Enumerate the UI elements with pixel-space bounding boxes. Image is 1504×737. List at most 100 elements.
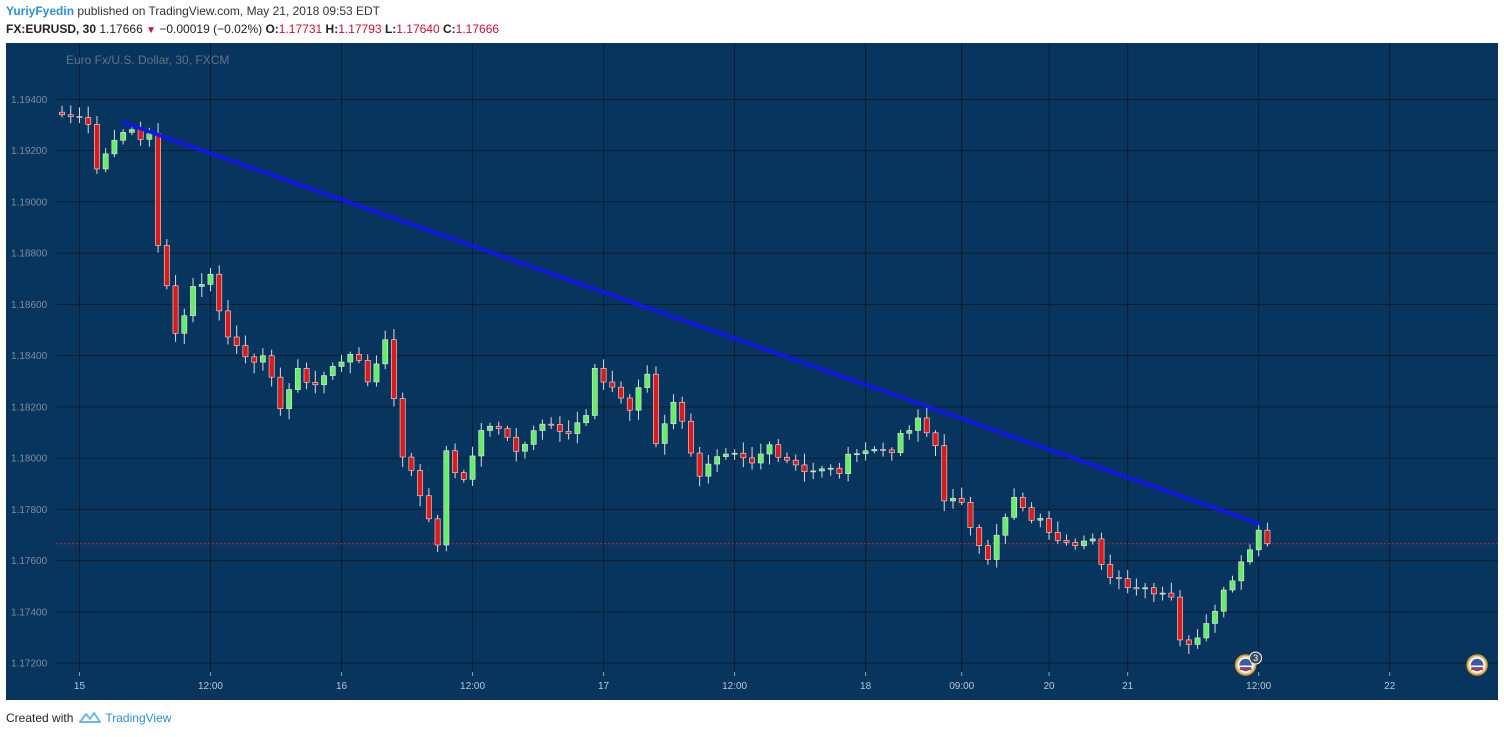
candle-up [1247, 549, 1253, 563]
time-tick-label: 20 [1043, 681, 1055, 692]
price-tick-label: 1.19000 [11, 197, 48, 208]
grid-lines [56, 43, 1498, 672]
candle-down [85, 117, 92, 125]
candle-down [225, 310, 231, 338]
candle-down [1107, 564, 1114, 578]
candle-up [347, 354, 354, 363]
footer: Created with TradingView [6, 711, 171, 727]
candle-down [163, 245, 170, 287]
candle-down [801, 464, 808, 473]
candle-up [705, 463, 712, 477]
created-with-text: Created with [6, 711, 74, 726]
price-tick-label: 1.18000 [11, 454, 48, 465]
time-tick-label: 15 [74, 681, 86, 692]
candle-down [277, 376, 284, 410]
candle-up [111, 140, 118, 155]
candle-up [993, 534, 1000, 560]
candle-up [128, 129, 135, 133]
time-tick-label: 21 [1122, 681, 1134, 692]
price-tick-label: 1.18200 [11, 402, 48, 413]
published-text: published on TradingView.com, May 21, 20… [77, 4, 381, 18]
candle-up [1212, 610, 1218, 624]
candle-up [819, 468, 825, 472]
candle-down [76, 116, 83, 118]
candle-down [749, 457, 755, 464]
candle-up [827, 467, 834, 470]
last-price: 1.17666 [99, 22, 143, 36]
candle-down [565, 431, 572, 434]
candles [59, 105, 1271, 655]
candle-up [1203, 623, 1210, 639]
candle-up [181, 315, 188, 334]
candle-up [574, 422, 581, 434]
candle-down [679, 401, 686, 422]
candle-down [242, 345, 249, 358]
candle-up [329, 366, 336, 376]
candle-up [810, 470, 817, 473]
candle-up [897, 432, 904, 453]
candle-up [1002, 517, 1009, 536]
candle-down [1124, 578, 1131, 588]
candle-down [155, 133, 161, 246]
candle-down [1054, 532, 1061, 541]
event-count: 3 [1253, 653, 1258, 663]
price-axis-ticks: 1.19400 1.19200 1.19000 1.18800 1.18600 1.184… [11, 95, 48, 670]
time-tick-label: 17 [598, 681, 610, 692]
candle-down [1150, 587, 1157, 595]
candle-up [190, 286, 196, 316]
candle-up [146, 133, 153, 140]
candle-up [722, 453, 729, 457]
candlestick-chart[interactable]: 1.19400 1.19200 1.19000 1.18800 1.18600 1.184… [6, 43, 1498, 700]
candle-up [102, 153, 109, 170]
candle-up [530, 430, 537, 445]
candle-up [644, 373, 651, 388]
open-value: 1.17731 [278, 22, 323, 36]
candle-down [1072, 542, 1079, 546]
candle-down [923, 417, 930, 434]
candle-down [364, 360, 371, 383]
candle-up [1081, 540, 1087, 546]
economic-events[interactable]: 3 [1234, 651, 1488, 676]
candle-down [836, 467, 843, 474]
time-axis[interactable] [6, 672, 1498, 700]
candle-up [1142, 587, 1149, 590]
candle-down [1063, 540, 1070, 543]
candle-up [853, 453, 860, 455]
author-name[interactable]: YuriyFyedin [6, 4, 75, 18]
candle-down [391, 339, 397, 399]
candle-down [556, 424, 563, 432]
candle-down [356, 354, 362, 361]
candle-down [67, 114, 74, 117]
candle-down [740, 452, 747, 459]
plot-area[interactable] [56, 43, 1498, 672]
candle-down [976, 527, 983, 546]
candle-up [670, 401, 677, 425]
candle-down [268, 355, 275, 378]
price-tick-label: 1.17400 [11, 607, 48, 618]
price-tick-label: 1.19200 [11, 146, 48, 157]
candle-down [1185, 639, 1192, 645]
price-axis[interactable] [6, 43, 56, 672]
trendline[interactable] [121, 120, 1261, 526]
price-tick-label: 1.19400 [11, 95, 48, 106]
price-tick-label: 1.17600 [11, 556, 48, 567]
candle-up [443, 450, 450, 546]
candle-up [1011, 497, 1018, 518]
time-tick-label: 12:00 [198, 681, 223, 692]
tradingview-logo-icon[interactable] [79, 711, 102, 727]
candle-up [1159, 592, 1166, 595]
candle-down [216, 273, 223, 312]
candle-down [967, 501, 974, 528]
candle-down [513, 436, 520, 452]
time-tick-label: 12:00 [722, 681, 747, 692]
tradingview-link[interactable]: TradingView [105, 711, 172, 726]
candle-down [94, 124, 100, 170]
candle-up [338, 361, 345, 367]
time-tick-label: 16 [336, 681, 348, 692]
candle-down [958, 498, 965, 503]
candle-down [888, 449, 895, 453]
candle-down [548, 423, 555, 426]
candle-down [417, 470, 424, 497]
candle-down [688, 420, 694, 454]
ohlc-legend: FX:EURUSD, 30 1.17666 ▼ −0.00019 (−0.02%… [6, 22, 499, 36]
